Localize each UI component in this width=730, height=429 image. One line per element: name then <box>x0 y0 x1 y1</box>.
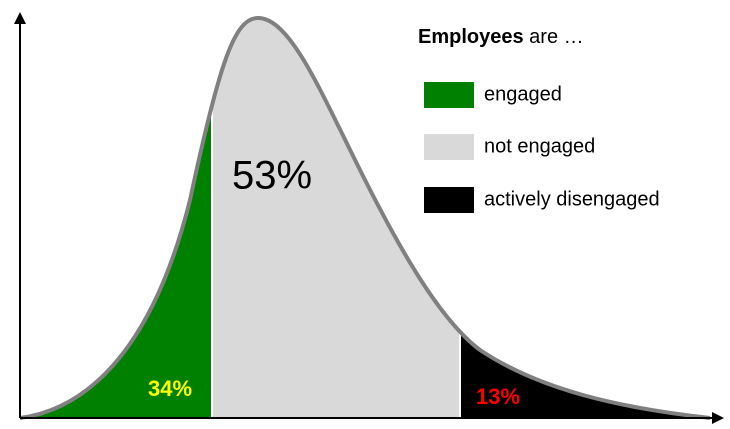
legend-swatch <box>424 82 474 108</box>
legend-label: not engaged <box>484 135 595 157</box>
curve <box>19 15 711 420</box>
region-label: 13% <box>476 384 520 409</box>
legend-label: engaged <box>484 83 562 105</box>
region-not-engaged <box>212 18 460 418</box>
legend-label: actively disengaged <box>484 188 660 210</box>
region-label: 34% <box>148 376 192 401</box>
region-label: 53% <box>232 154 312 198</box>
legend-title-bold: Employees <box>418 26 524 48</box>
legend-swatch <box>424 134 474 160</box>
legend-title-rest: are … <box>529 26 583 48</box>
region-engaged <box>20 18 212 418</box>
legend-title: Employees are … <box>418 26 584 48</box>
legend-swatch <box>424 187 474 213</box>
